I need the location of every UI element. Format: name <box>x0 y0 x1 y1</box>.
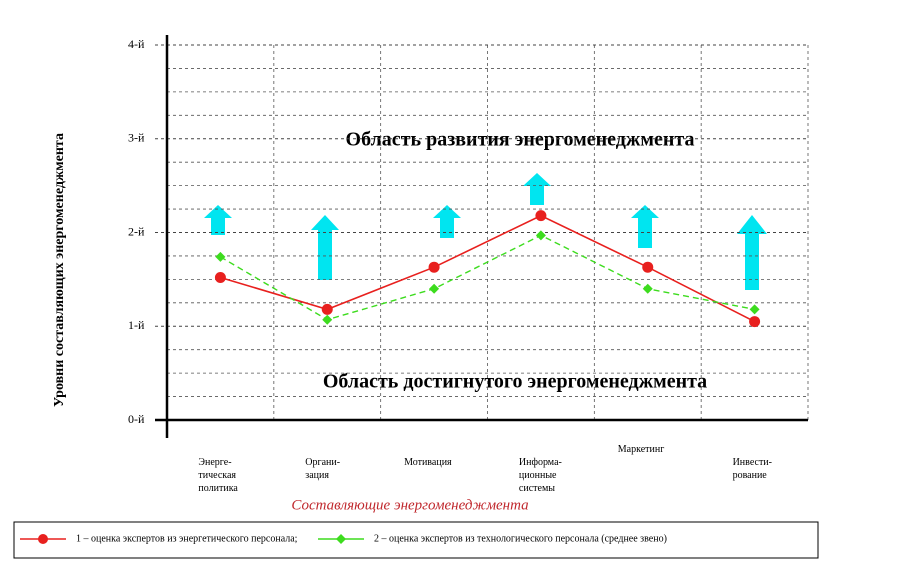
y-tick-label: 2-й <box>128 224 145 238</box>
point <box>429 283 440 294</box>
legend-marker <box>336 534 346 544</box>
point <box>535 210 547 222</box>
x-tick-label: Информа- ционные системы <box>518 457 562 494</box>
arrow <box>523 173 551 205</box>
legend-label: 2 – оценка экспертов из технологического… <box>374 533 667 544</box>
point <box>214 272 226 283</box>
arrows <box>204 173 767 290</box>
x-tick-label: Мотивация <box>404 457 452 468</box>
y-tick-label: 4-й <box>128 37 145 51</box>
arrow <box>737 215 767 290</box>
annotation: Область достигнутого энергоменеджмента <box>323 371 707 393</box>
point <box>749 316 761 328</box>
legend-label: 1 – оценка экспертов из энергетического … <box>76 533 298 544</box>
annotation: Область развития энергоменеджмента <box>346 129 695 151</box>
series-line <box>220 234 755 321</box>
legend-box <box>13 521 819 559</box>
arrow <box>311 215 339 280</box>
y-tick-label: 1-й <box>128 318 145 332</box>
point <box>322 314 333 325</box>
point <box>428 261 440 273</box>
point <box>215 251 226 262</box>
arrow <box>631 205 659 248</box>
x-tick-label: Инвести- рование <box>732 457 772 481</box>
point <box>642 261 654 273</box>
point <box>642 283 653 294</box>
point <box>535 230 546 241</box>
x-tick-label: Органи- зация <box>305 457 341 481</box>
y-axis-label: Уровни составляющих энергоменеджмента <box>52 133 67 407</box>
series-line <box>220 214 755 323</box>
legend-marker <box>38 534 48 544</box>
x-tick-label: Энерге- тическая политика <box>198 457 238 494</box>
arrow <box>433 205 461 238</box>
x-tick-label: Маркетинг <box>617 444 665 455</box>
point <box>749 304 760 315</box>
arrow <box>204 205 232 235</box>
y-tick-label: 0-й <box>128 412 145 426</box>
y-tick-label: 3-й <box>128 131 145 145</box>
x-axis-label: Составляющие энергоменеджмента <box>291 497 528 513</box>
point <box>321 303 333 315</box>
